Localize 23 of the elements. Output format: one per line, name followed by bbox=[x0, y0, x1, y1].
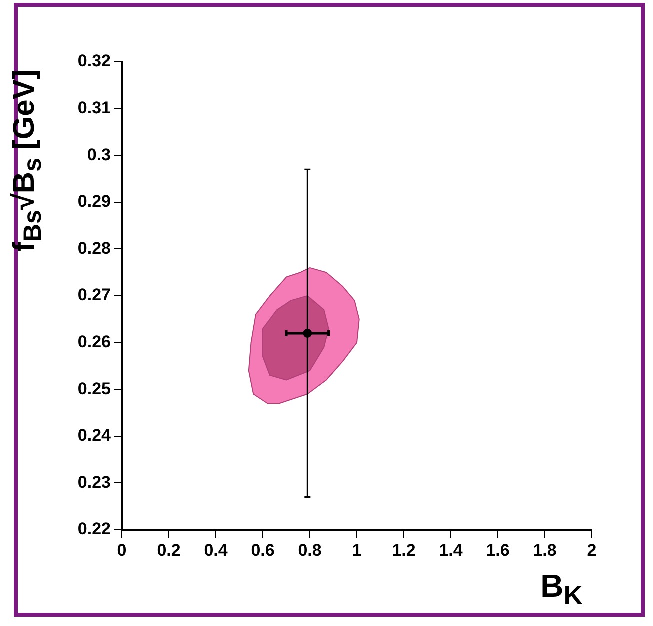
x-tick-label: 0.8 bbox=[298, 540, 322, 560]
x-tick-label: 0.4 bbox=[204, 540, 228, 560]
y-tick-label: 0.22 bbox=[78, 520, 111, 539]
x-tick-label: 2 bbox=[587, 540, 597, 560]
y-tick-label: 0.26 bbox=[78, 332, 111, 352]
x-tick-label: 1.6 bbox=[486, 540, 510, 560]
x-axis-title: B$_{K}$ bbox=[540, 568, 583, 612]
y-tick-label: 0.32 bbox=[78, 52, 111, 71]
x-tick-label: 1 bbox=[352, 540, 362, 560]
y-tick-label: 0.29 bbox=[78, 192, 111, 212]
x-tick-label: 1.2 bbox=[392, 540, 416, 560]
y-tick-label: 0.23 bbox=[78, 472, 111, 492]
x-tick-label: 0.2 bbox=[157, 540, 181, 560]
y-tick-label: 0.31 bbox=[78, 98, 111, 118]
y-tick-label: 0.28 bbox=[78, 238, 111, 258]
x-tick-label: 0 bbox=[117, 540, 127, 560]
y-tick-label: 0.3 bbox=[87, 145, 111, 164]
x-tick-label: 0.6 bbox=[251, 540, 275, 560]
y-tick-label: 0.27 bbox=[78, 286, 111, 305]
x-tick-label: 1.4 bbox=[439, 540, 464, 560]
y-tick-label: 0.24 bbox=[78, 426, 112, 446]
y-tick-label: 0.25 bbox=[78, 379, 111, 398]
x-tick-label: 1.8 bbox=[533, 540, 557, 560]
